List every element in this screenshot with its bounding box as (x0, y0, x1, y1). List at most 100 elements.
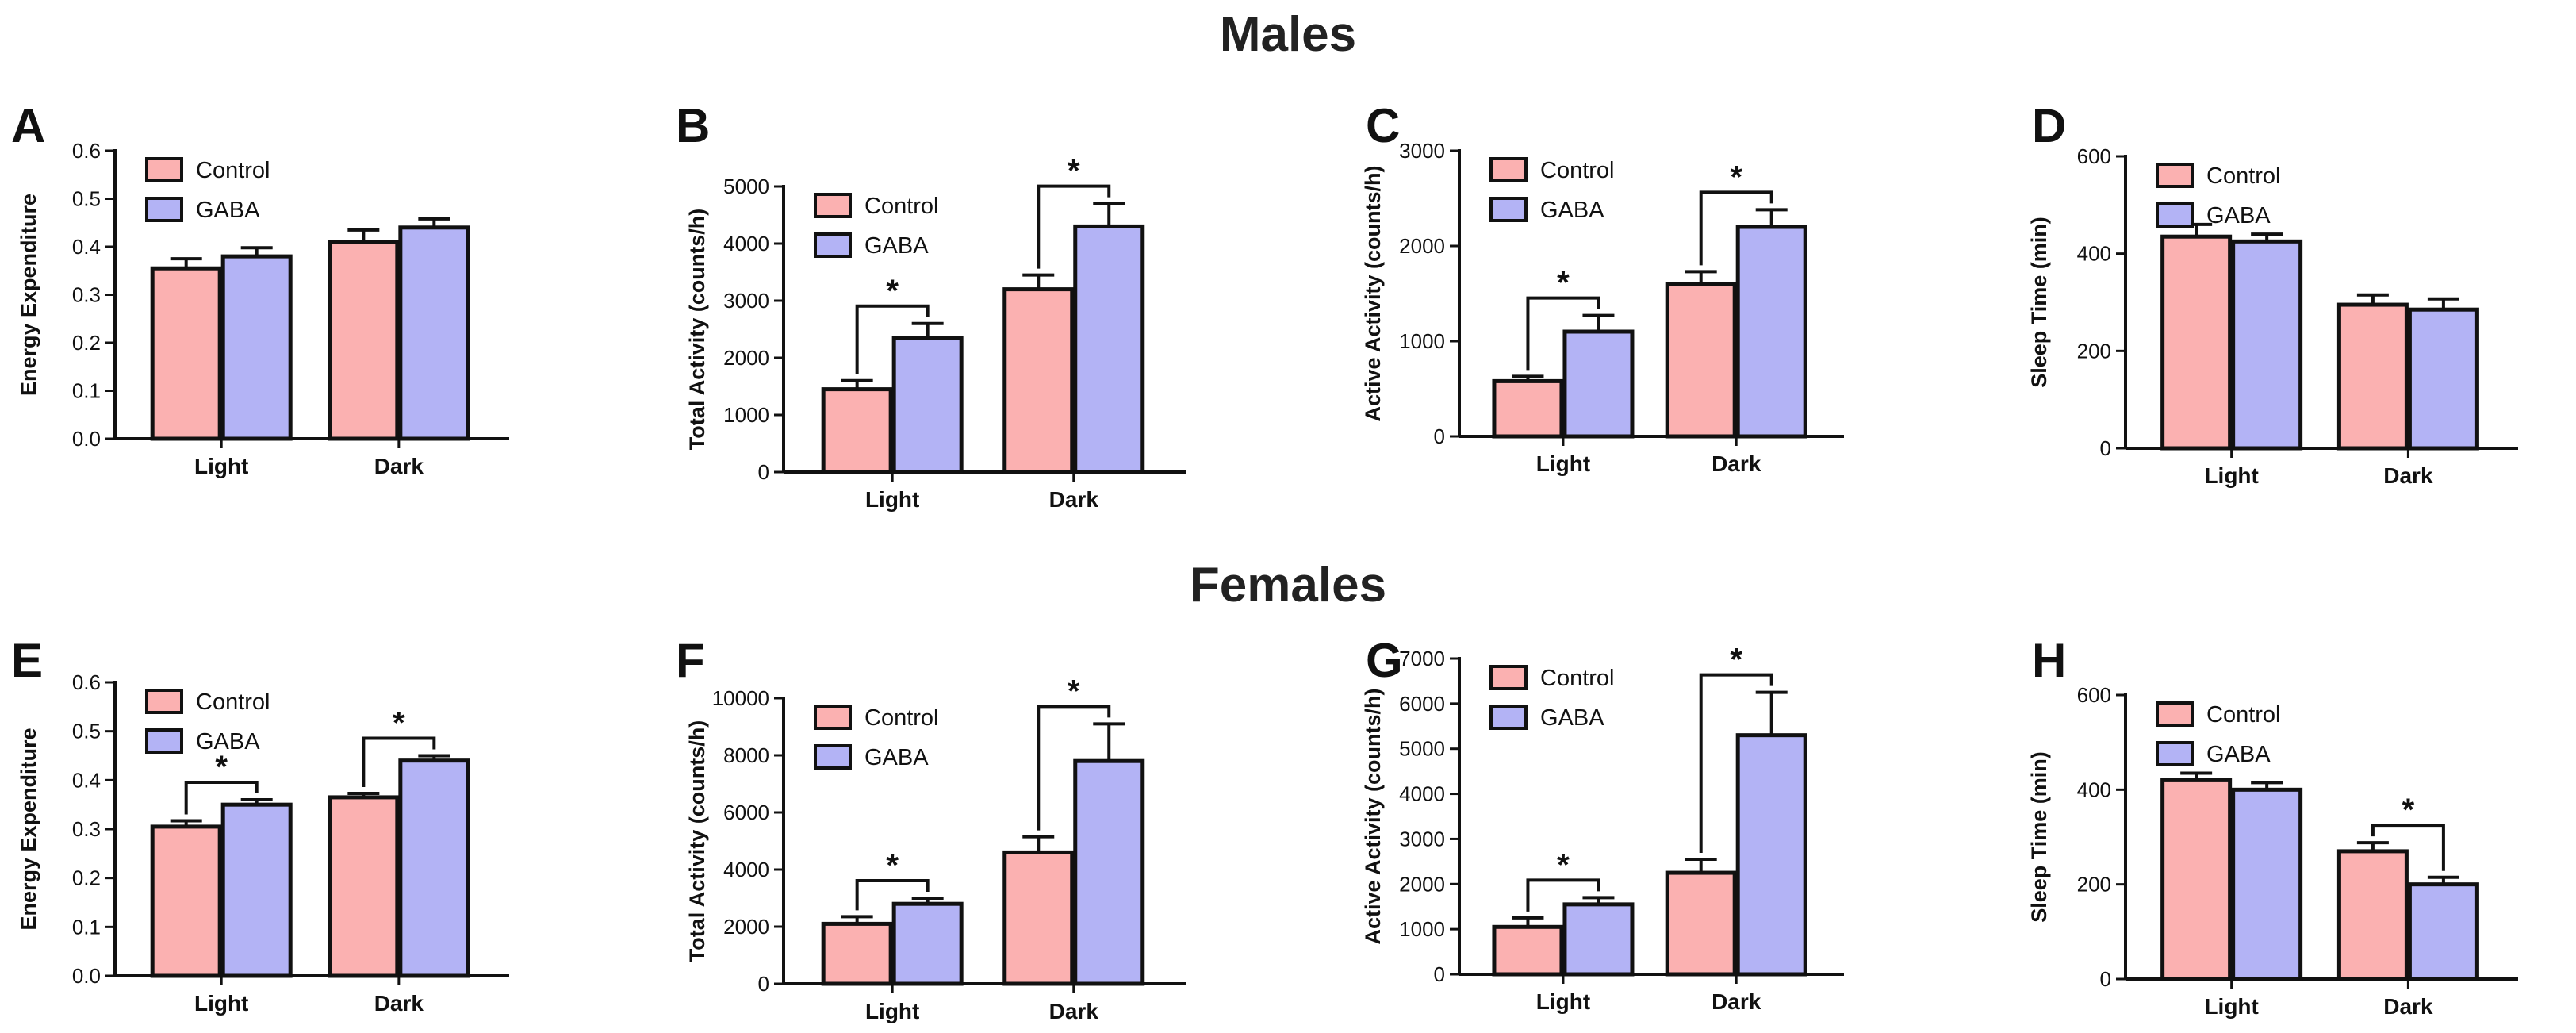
bar-gaba-light (891, 901, 964, 986)
legend-label-gaba: GABA (196, 729, 260, 755)
legend-label-control: Control (864, 705, 939, 731)
significance-star: * (886, 848, 899, 883)
significance-star: * (1068, 674, 1080, 709)
panel-letter-f: F (676, 634, 705, 687)
significance-bracket (1699, 673, 1773, 854)
row-title-females: Females (1189, 558, 1387, 613)
significance-bracket (1037, 184, 1111, 269)
y-tick-label: 0.1 (72, 379, 101, 403)
y-tick-label: 3000 (1399, 827, 1445, 851)
bar-gaba-light (1562, 329, 1635, 439)
significance-bracket (855, 879, 930, 911)
y-tick-label: 5000 (1399, 737, 1445, 761)
y-tick-label: 6000 (723, 801, 769, 824)
significance-star: * (1730, 643, 1742, 678)
legend-swatch-control (2156, 163, 2194, 188)
legend-swatch-gaba (814, 232, 852, 258)
panel-letter-e: E (11, 634, 44, 687)
x-tick-label: Dark (1049, 999, 1099, 1023)
legend-swatch-gaba (1489, 705, 1528, 730)
bar-gaba-light (891, 336, 964, 474)
x-tick-label: Light (194, 991, 248, 1016)
y-tick-label: 3000 (723, 289, 769, 313)
significance-bracket (184, 781, 259, 815)
legend-label-control: Control (2206, 702, 2281, 728)
panel-d: 0 200 400 600 Sleep Time (min) Light Dark Contr… (2027, 144, 2518, 488)
row-title-males: Males (1219, 7, 1357, 62)
y-axis-label: Active Activity (counts/h) (1361, 688, 1385, 944)
y-tick-label: 0.4 (72, 235, 101, 259)
x-tick-label: Light (2204, 463, 2258, 488)
panel-letter-b: B (676, 99, 711, 152)
significance-bracket (1526, 296, 1600, 371)
y-tick-label: 2000 (723, 915, 769, 939)
bar-control-dark (328, 240, 400, 441)
legend-swatch-gaba (1489, 197, 1528, 222)
bar-control-light (1492, 378, 1564, 439)
x-tick-label: Dark (1712, 451, 1761, 476)
legend-label-control: Control (2206, 163, 2281, 189)
legend-swatch-gaba (2156, 741, 2194, 766)
y-tick-label: 0.5 (72, 720, 101, 743)
significance-star: * (1068, 154, 1080, 189)
bar-control-light (821, 387, 893, 474)
y-tick-label: 0.4 (72, 768, 101, 792)
bar-gaba-dark (1073, 224, 1145, 474)
x-tick-label: Light (194, 454, 248, 478)
y-axis-label: Active Activity (counts/h) (1361, 165, 1385, 421)
bar-control-dark (1665, 282, 1737, 439)
y-tick-label: 0 (758, 460, 769, 484)
panel-letter-c: C (1366, 99, 1401, 152)
y-tick-label: 0 (2100, 967, 2111, 991)
bar-gaba-light (2231, 239, 2303, 451)
y-tick-label: 3000 (1399, 139, 1445, 163)
legend-label-gaba: GABA (1540, 705, 1604, 731)
significance-star: * (886, 274, 899, 309)
y-tick-label: 1000 (1399, 917, 1445, 941)
legend-label-gaba: GABA (2206, 742, 2271, 767)
y-tick-label: 0.2 (72, 331, 101, 355)
bar-control-dark (1002, 850, 1075, 986)
legend-label-gaba: GABA (864, 745, 929, 770)
x-tick-label: Light (1536, 451, 1590, 476)
significance-bracket (2371, 824, 2445, 871)
x-tick-label: Dark (2383, 463, 2433, 488)
bar-control-light (821, 921, 893, 986)
legend-swatch-control (2156, 701, 2194, 727)
y-tick-label: 400 (2077, 242, 2111, 266)
legend-label-control: Control (1540, 158, 1615, 183)
legend-label-control: Control (1540, 666, 1615, 691)
legend-swatch-gaba (145, 197, 183, 222)
legend-label-gaba: GABA (196, 198, 260, 223)
y-tick-label: 2000 (1399, 872, 1445, 896)
x-tick-label: Dark (374, 454, 424, 478)
y-tick-label: 0 (1434, 424, 1445, 448)
y-tick-label: 0.0 (72, 964, 101, 988)
y-tick-label: 6000 (1399, 692, 1445, 716)
panel-letter-a: A (11, 99, 46, 152)
significance-star: * (393, 706, 405, 741)
legend-label-control: Control (196, 158, 270, 183)
y-tick-label: 0.3 (72, 283, 101, 307)
y-tick-label: 7000 (1399, 647, 1445, 670)
x-tick-label: Light (865, 487, 919, 512)
bar-gaba-light (1562, 902, 1635, 977)
bar-control-dark (1002, 287, 1075, 474)
y-tick-label: 1000 (1399, 329, 1445, 353)
y-tick-label: 400 (2077, 778, 2111, 801)
legend-swatch-control (814, 193, 852, 218)
significance-star: * (2402, 793, 2415, 828)
bar-control-dark (2336, 849, 2409, 981)
bar-control-light (2160, 234, 2233, 451)
bar-gaba-dark (398, 758, 470, 978)
significance-bracket (1699, 190, 1773, 266)
y-tick-label: 200 (2077, 873, 2111, 897)
y-tick-label: 4000 (723, 858, 769, 881)
y-axis-label: Total Activity (counts/h) (685, 209, 709, 451)
y-tick-label: 0.0 (72, 427, 101, 451)
bar-control-light (1492, 924, 1564, 977)
legend-swatch-control (145, 689, 183, 714)
panel-g: 0 1000 2000 3000 4000 5000 6000 7000 Active Acti… (1361, 643, 1844, 1014)
y-tick-label: 8000 (723, 743, 769, 767)
